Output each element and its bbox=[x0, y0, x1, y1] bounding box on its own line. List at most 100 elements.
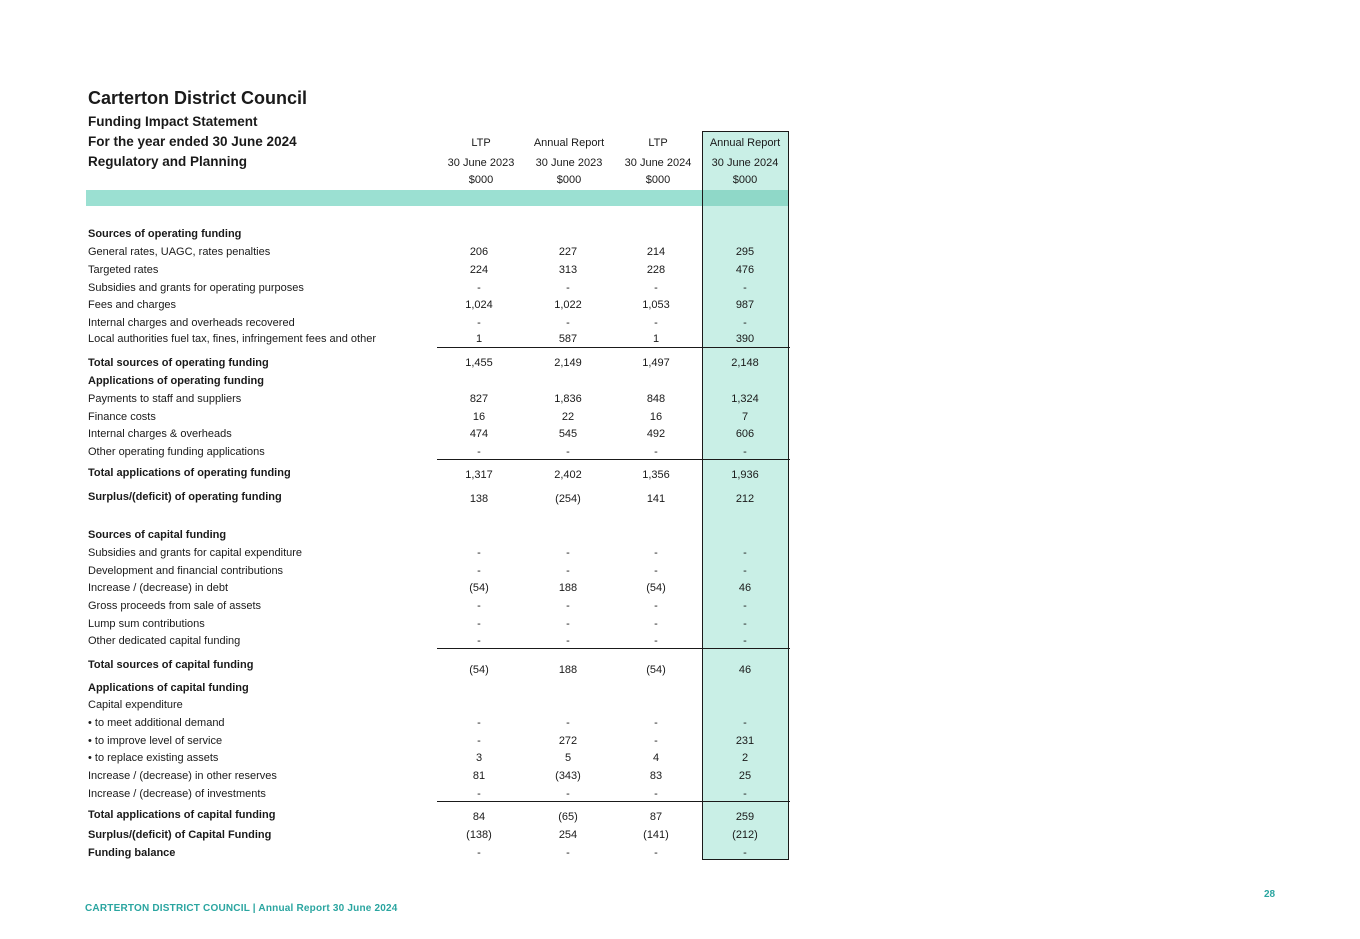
rule-total-applications-capital bbox=[437, 801, 790, 802]
row-value-col2: 545 bbox=[558, 428, 578, 440]
row-value-col4: - bbox=[743, 600, 747, 612]
row-value-col3: 141 bbox=[646, 493, 666, 505]
row-value-col4: - bbox=[743, 788, 747, 800]
row-label: Other operating funding applications bbox=[88, 446, 265, 458]
row-value-col2: - bbox=[566, 788, 570, 800]
page-number: 28 bbox=[1264, 889, 1276, 900]
row-value-col2: 1,836 bbox=[554, 393, 582, 405]
row-value-col1: - bbox=[477, 565, 481, 577]
row-label: Internal charges and overheads recovered bbox=[88, 317, 295, 329]
row-value-col3: - bbox=[654, 565, 658, 577]
row-value-col1: - bbox=[477, 635, 481, 647]
table-row: Sources of operating funding bbox=[88, 225, 790, 243]
row-value-col1: - bbox=[477, 847, 481, 859]
row-value-col1: 138 bbox=[469, 493, 489, 505]
row-value-col1: - bbox=[477, 317, 481, 329]
org-title: Carterton District Council bbox=[88, 88, 308, 108]
table-row: Total sources of operating funding 1,455 2… bbox=[88, 354, 790, 372]
row-value-col4: - bbox=[743, 565, 747, 577]
period-title: For the year ended 30 June 2024 bbox=[88, 134, 297, 149]
row-label: Increase / (decrease) in debt bbox=[88, 582, 229, 594]
row-value-col2: (343) bbox=[555, 770, 581, 782]
table-row: Increase / (decrease) in other reserves 8… bbox=[88, 767, 790, 785]
col4-line1: Annual Report bbox=[709, 137, 781, 149]
row-value-col4: 212 bbox=[735, 493, 755, 505]
row-value-col3: - bbox=[654, 618, 658, 630]
col3-line3: $000 bbox=[645, 174, 671, 186]
table-row: Funding balance - - - - bbox=[88, 844, 790, 862]
col2-line2: 30 June 2023 bbox=[535, 157, 603, 169]
row-label: Finance costs bbox=[88, 411, 156, 423]
row-value-col1: - bbox=[477, 282, 481, 294]
col3-line1: LTP bbox=[648, 137, 668, 149]
table-row: Capital expenditure bbox=[88, 696, 790, 714]
row-value-col1: 1,455 bbox=[465, 357, 493, 369]
row-label: Funding balance bbox=[88, 847, 176, 859]
row-value-col3: - bbox=[654, 547, 658, 559]
table-row: Applications of capital funding bbox=[88, 679, 790, 697]
row-value-col4: 2,148 bbox=[731, 357, 759, 369]
col4-line3: $000 bbox=[732, 174, 758, 186]
table-row: Fees and charges 1,024 1,022 1,053 987 bbox=[88, 296, 790, 314]
table-row: Internal charges and overheads recovered… bbox=[88, 314, 790, 332]
row-label: Gross proceeds from sale of assets bbox=[88, 600, 262, 612]
highlighted-column bbox=[702, 131, 789, 860]
row-value-col3: 83 bbox=[649, 770, 663, 782]
row-value-col3: (54) bbox=[646, 664, 666, 676]
row-value-col4: 1,936 bbox=[731, 469, 759, 481]
row-value-col4: - bbox=[743, 547, 747, 559]
col2-line1: Annual Report bbox=[533, 137, 605, 149]
row-value-col4: 295 bbox=[735, 246, 755, 258]
row-label: Sources of capital funding bbox=[88, 529, 227, 541]
footer-text: CARTERTON DISTRICT COUNCIL | Annual Repo… bbox=[85, 903, 398, 914]
table-row: Surplus/(deficit) of Capital Funding (138… bbox=[88, 826, 790, 844]
row-label: Total sources of capital funding bbox=[88, 659, 254, 671]
row-label: Subsidies and grants for operating purpo… bbox=[88, 282, 304, 294]
row-value-col3: 1,053 bbox=[642, 299, 670, 311]
row-value-col3: 228 bbox=[646, 264, 666, 276]
row-value-col2: 22 bbox=[561, 411, 575, 423]
row-value-col2: 188 bbox=[558, 582, 578, 594]
row-value-col2: - bbox=[566, 282, 570, 294]
row-value-col2: 188 bbox=[558, 664, 578, 676]
row-value-col2: 587 bbox=[558, 333, 578, 345]
row-value-col2: 227 bbox=[558, 246, 578, 258]
table-row: Total applications of capital funding 84 (… bbox=[88, 806, 790, 824]
row-value-col3: 848 bbox=[646, 393, 666, 405]
table-row: • to improve level of service - 272 - 231 bbox=[88, 732, 790, 750]
row-value-col1: - bbox=[477, 618, 481, 630]
row-label: Subsidies and grants for capital expendi… bbox=[88, 547, 303, 559]
row-value-col4: 231 bbox=[735, 735, 755, 747]
row-value-col1: 1 bbox=[475, 333, 483, 345]
row-value-col4: - bbox=[743, 847, 747, 859]
row-value-col3: 1 bbox=[652, 333, 660, 345]
row-value-col4: 1,324 bbox=[731, 393, 759, 405]
table-row: Finance costs 16 22 16 7 bbox=[88, 408, 790, 426]
row-value-col1: 81 bbox=[472, 770, 486, 782]
row-label: • to meet additional demand bbox=[88, 717, 225, 729]
row-value-col4: (212) bbox=[732, 829, 758, 841]
row-value-col2: 1,022 bbox=[554, 299, 582, 311]
row-value-col2: (254) bbox=[555, 493, 581, 505]
row-value-col2: 254 bbox=[558, 829, 578, 841]
table-row: General rates, UAGC, rates penalties 206 2… bbox=[88, 243, 790, 261]
row-value-col3: 16 bbox=[649, 411, 663, 423]
table-row: Other dedicated capital funding - - - - bbox=[88, 632, 790, 650]
row-label: Surplus/(deficit) of operating funding bbox=[88, 491, 282, 503]
row-value-col1: 1,024 bbox=[465, 299, 493, 311]
row-value-col1: 16 bbox=[472, 411, 486, 423]
row-value-col4: - bbox=[743, 635, 747, 647]
row-value-col2: 313 bbox=[558, 264, 578, 276]
row-value-col3: - bbox=[654, 600, 658, 612]
table-row: Lump sum contributions - - - - bbox=[88, 615, 790, 633]
rule-total-applications-operating bbox=[437, 459, 790, 460]
header-band-highlight bbox=[703, 190, 788, 206]
row-value-col1: (138) bbox=[466, 829, 492, 841]
row-value-col4: - bbox=[743, 618, 747, 630]
row-value-col1: 1,317 bbox=[465, 469, 493, 481]
col1-line2: 30 June 2023 bbox=[447, 157, 515, 169]
row-label: Fees and charges bbox=[88, 299, 177, 311]
row-label: Internal charges & overheads bbox=[88, 428, 232, 440]
table-row: Gross proceeds from sale of assets - - - - bbox=[88, 597, 790, 615]
row-value-col2: - bbox=[566, 600, 570, 612]
